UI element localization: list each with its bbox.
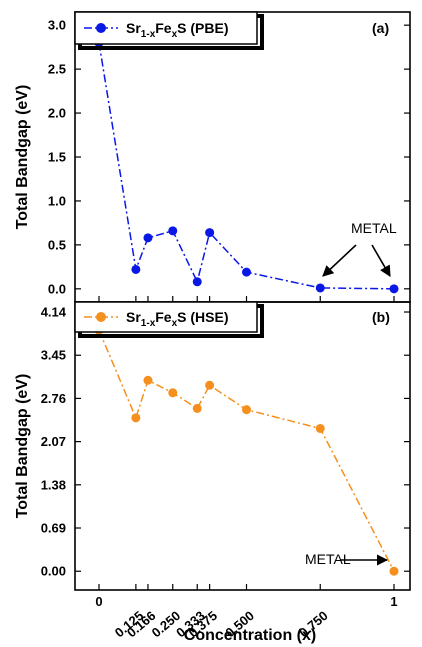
panel-a-annotation: METAL (322, 220, 397, 277)
data-point (131, 264, 141, 274)
data-point (143, 375, 153, 385)
data-point (168, 226, 178, 236)
panel-a: 0.0 0.5 1.0 1.5 2.0 2.5 3.0 Sr1-xFexS (PBE) (a… (14, 11, 411, 303)
data-point (168, 388, 178, 398)
panel-a-series (94, 38, 399, 294)
data-point (315, 283, 325, 293)
panel-a-xticks (98, 296, 395, 302)
y-tick-label: 0.69 (41, 521, 66, 536)
panel-b-frame (74, 301, 411, 591)
x-tick-label: 1 (390, 594, 397, 609)
data-point (192, 403, 202, 413)
panel-a-label: (a) (372, 20, 389, 36)
legend-b-label: Sr1-xFexS (HSE) (126, 309, 229, 329)
y-tick-label: 1.5 (48, 150, 66, 165)
data-point (315, 423, 325, 433)
y-tick-label: 1.0 (48, 193, 66, 208)
panel-a-ylabel: Total Bandgap (eV) (14, 85, 31, 230)
panel-b-legend: Sr1-xFexS (HSE) (74, 301, 264, 338)
metal-arrow-a-right (371, 244, 391, 277)
x-tick-label: 0 (95, 594, 102, 609)
panel-a-legend: Sr1-xFexS (PBE) (74, 11, 264, 50)
series-line (98, 329, 395, 572)
metal-annotation-b: METAL (305, 551, 351, 567)
y-tick-label: 1.38 (41, 477, 66, 492)
panel-b-label: (b) (372, 309, 390, 325)
series-line (98, 42, 395, 290)
y-tick-label: 4.14 (41, 305, 67, 320)
legend-a-label: Sr1-xFexS (PBE) (126, 20, 229, 40)
data-point (143, 233, 153, 243)
data-point (389, 284, 399, 294)
y-tick-label: 2.07 (41, 434, 66, 449)
metal-arrow-a-left (322, 244, 357, 277)
y-tick-label: 2.0 (48, 106, 66, 121)
panel-a-frame (74, 11, 411, 303)
y-tick-label: 0.0 (48, 281, 66, 296)
y-tick-label: 2.76 (41, 391, 66, 406)
y-tick-label: 3.45 (41, 348, 66, 363)
y-tick-label: 3.0 (48, 18, 66, 33)
y-tick-label: 2.5 (48, 62, 66, 77)
y-tick-label: 0.00 (41, 564, 66, 579)
data-point (389, 566, 399, 576)
panel-b-xticks (98, 584, 395, 590)
data-point (242, 405, 251, 415)
panel-b: 0.00 0.69 1.38 2.07 2.76 3.45 4.14 Sr1-xFexS (… (14, 301, 411, 591)
data-point (205, 228, 215, 238)
metal-annotation-a: METAL (351, 220, 397, 236)
data-point (192, 277, 202, 287)
y-tick-label: 0.5 (48, 237, 66, 252)
data-point (131, 413, 141, 423)
x-axis-label: Concentration (x) (184, 627, 316, 644)
panel-b-ylabel: Total Bandgap (eV) (14, 374, 31, 519)
panel-b-annotation: METAL (305, 551, 389, 567)
data-point (242, 267, 251, 277)
panel-b-series (94, 325, 399, 576)
data-point (205, 380, 215, 390)
panel-b-yticks: 0.00 0.69 1.38 2.07 2.76 3.45 4.14 (41, 305, 410, 579)
